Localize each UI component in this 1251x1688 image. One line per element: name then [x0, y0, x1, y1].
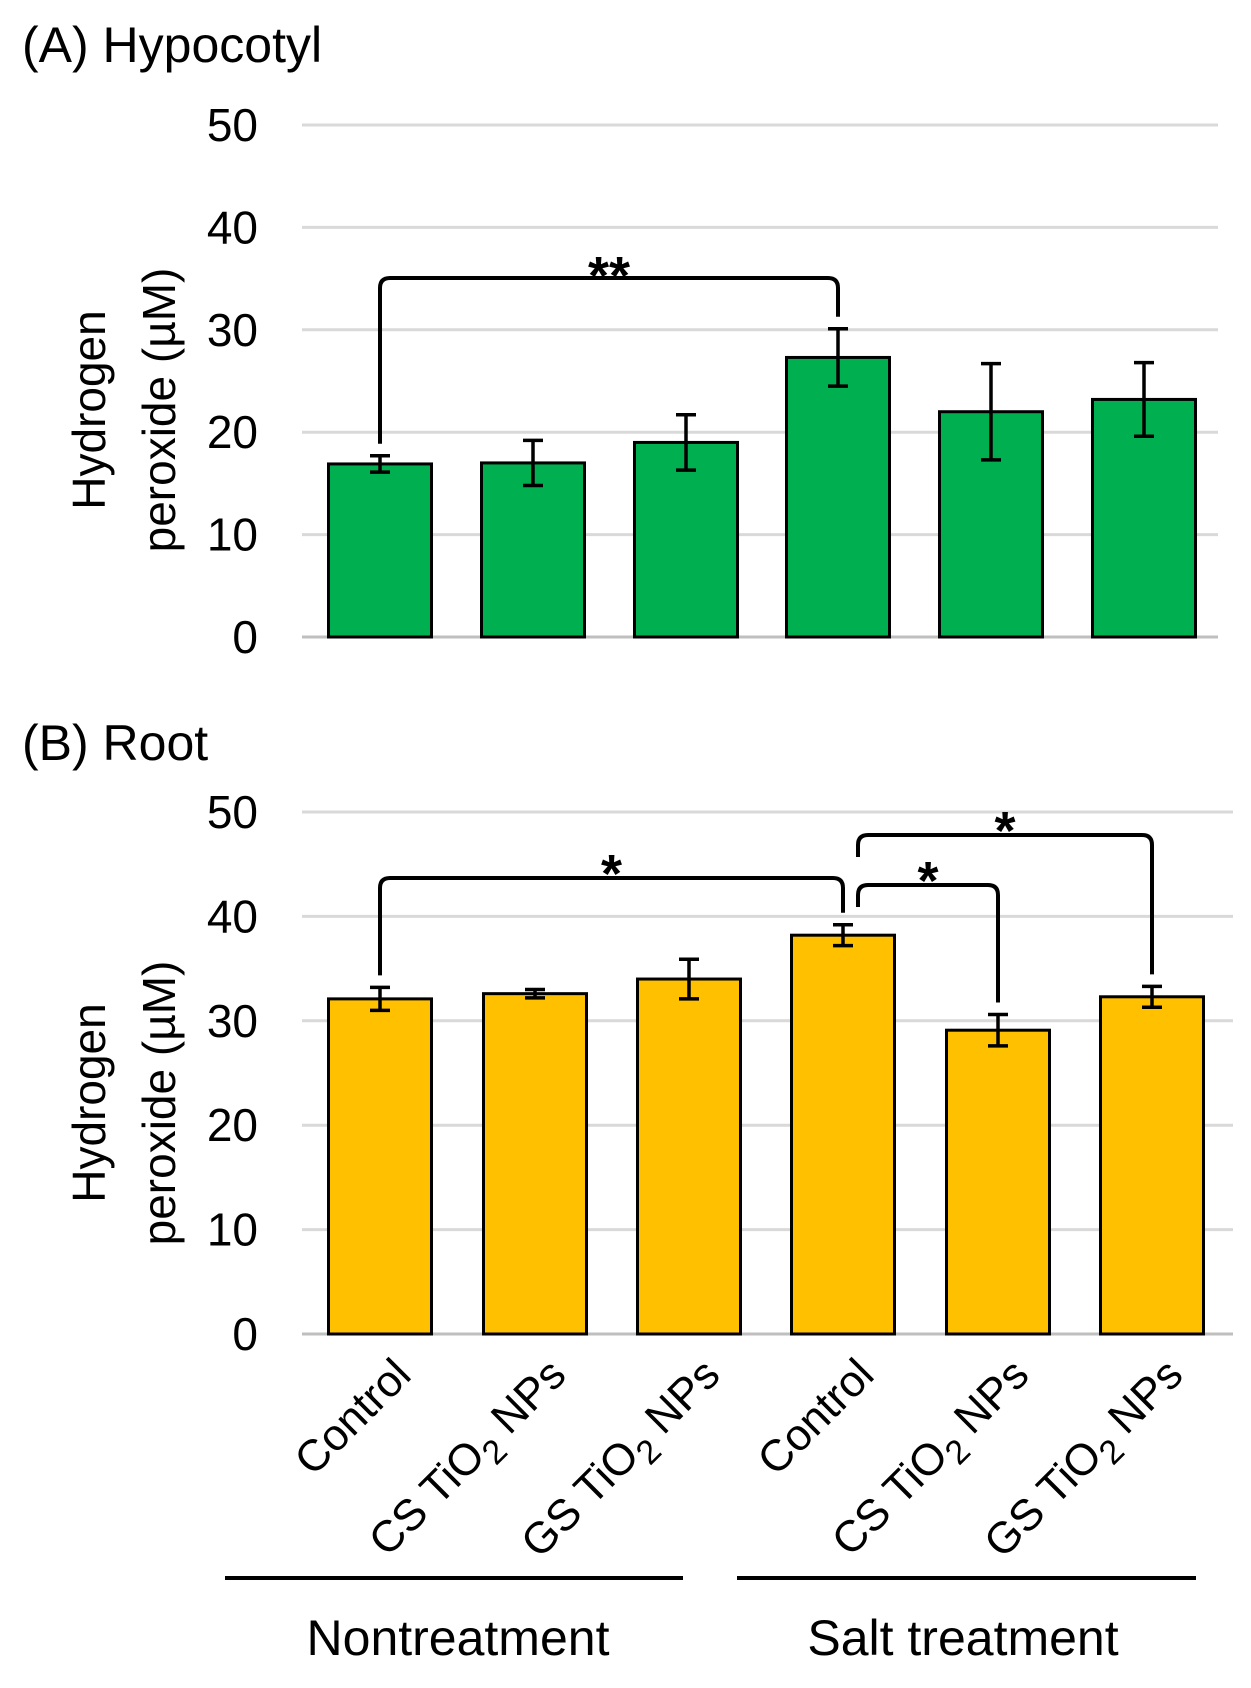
panel-title: (A) Hypocotyl: [22, 17, 322, 73]
y-axis-label: peroxide (µM): [133, 961, 185, 1246]
panel-title: (B) Root: [22, 715, 208, 771]
bar: [327, 997, 433, 1336]
y-tick-label: 40: [207, 201, 258, 253]
significance-bracket: [378, 276, 840, 444]
bar: [945, 1028, 1051, 1336]
group-label: Salt treatment: [807, 1610, 1118, 1666]
y-tick-label: 20: [207, 1099, 258, 1151]
y-tick-label: 20: [207, 406, 258, 458]
significance-label: *: [601, 844, 622, 904]
y-tick-label: 0: [232, 1308, 258, 1360]
significance-bracket: [378, 876, 845, 976]
bar: [482, 992, 588, 1336]
y-axis-label: Hydrogen: [63, 310, 115, 509]
significance-bracket: [856, 883, 1000, 1003]
bar: [790, 933, 896, 1336]
bar: [636, 977, 742, 1336]
x-category-label: Control: [285, 1350, 420, 1485]
x-category-label: Control: [748, 1350, 883, 1485]
significance-label: *: [917, 851, 938, 911]
y-axis-label: Hydrogen: [63, 1003, 115, 1202]
y-tick-label: 50: [207, 786, 258, 838]
significance-label: **: [588, 246, 630, 306]
bar: [327, 462, 433, 639]
y-axis-label: peroxide (µM): [133, 268, 185, 553]
bar: [1099, 995, 1205, 1336]
group-label: Nontreatment: [307, 1610, 610, 1666]
chart-panel-b: (B) Root 0 10 20 30 40 50 Hydrogen peroxide (µM)…: [22, 715, 1233, 1360]
y-tick-label: 30: [207, 304, 258, 356]
y-tick-label: 10: [207, 1204, 258, 1256]
y-tick-label: 50: [207, 99, 258, 151]
y-tick-label: 40: [207, 890, 258, 942]
bar: [633, 440, 739, 639]
chart-panel-a: (A) Hypocotyl 0 10 20 30 40 50 Hydrogen peroxide…: [22, 17, 1218, 663]
y-tick-label: 30: [207, 995, 258, 1047]
significance-bracket: [856, 833, 1154, 975]
y-tick-label: 10: [207, 509, 258, 561]
significance-label: *: [994, 801, 1015, 861]
bar: [480, 461, 586, 639]
y-tick-label: 0: [232, 611, 258, 663]
bar: [785, 355, 891, 639]
